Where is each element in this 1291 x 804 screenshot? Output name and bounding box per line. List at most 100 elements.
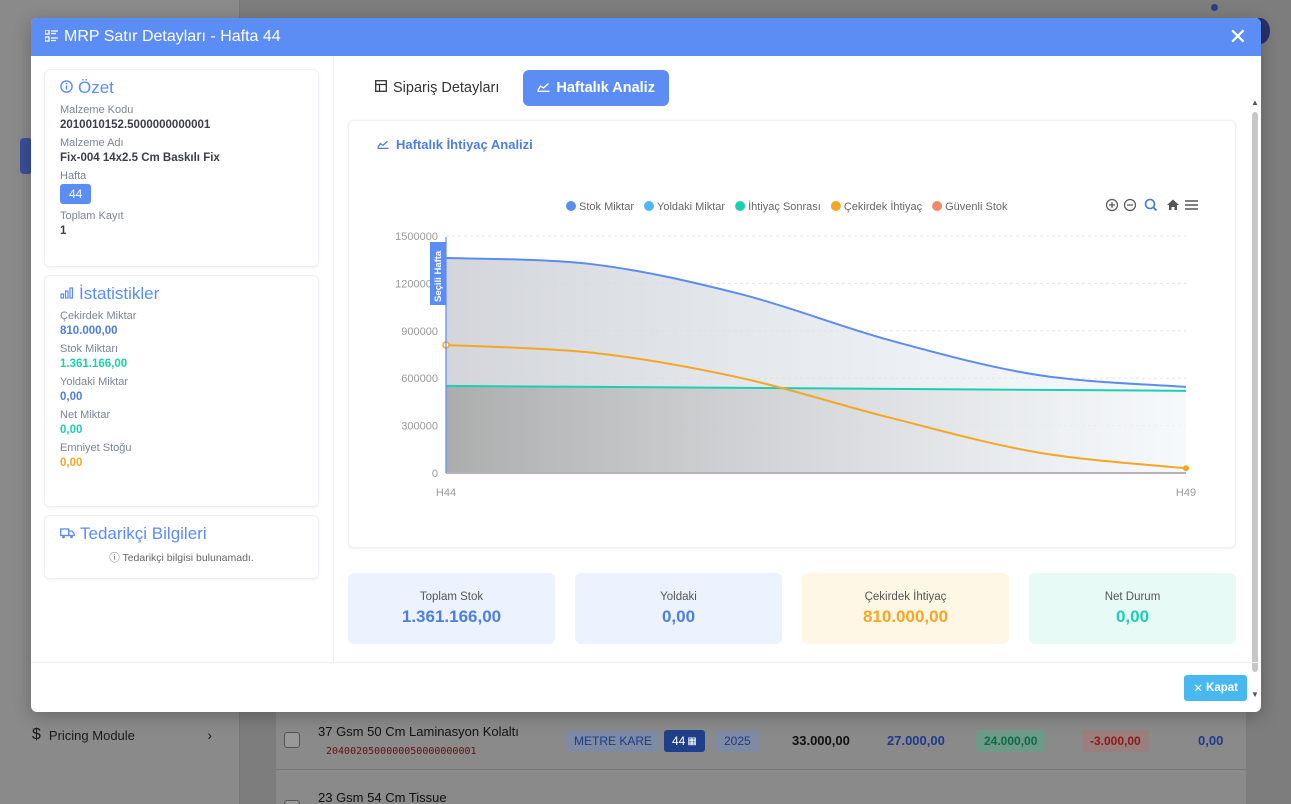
- legend-label: Yoldaki Miktar: [657, 201, 725, 213]
- legend-item[interactable]: Çekirdek İhtiyaç: [830, 200, 923, 213]
- supplier-card: Tedarikçi Bilgileri ⓘ Tedarikçi bilgisi …: [44, 515, 319, 579]
- safety-stock-value: 0,00: [60, 457, 83, 469]
- y-tick-label: 1500000: [395, 231, 438, 243]
- background-table: 37 Gsm 50 Cm Laminasyon Kolaltı 20400205…: [276, 712, 1246, 804]
- tab-weekly-analysis[interactable]: Haftalık Analiz: [523, 70, 669, 106]
- row-checkbox[interactable]: [284, 800, 300, 804]
- material-name-label: Malzeme Adı: [60, 137, 124, 149]
- scroll-up-arrow[interactable]: ▲: [1251, 98, 1259, 107]
- unit-badge: METRE KARE: [566, 730, 661, 752]
- y-tick-label: 0: [432, 468, 438, 480]
- statistics-card: İstatistikler Çekirdek Miktar 810.000,00…: [44, 275, 319, 507]
- home-reset-icon[interactable]: [1167, 199, 1179, 211]
- info-icon: ⓘ: [109, 552, 120, 564]
- material-code-label: Malzeme Kodu: [60, 104, 134, 116]
- legend-item[interactable]: Stok Miktar: [566, 201, 634, 213]
- x-tick-label: H49: [1176, 487, 1196, 499]
- mrp-detail-modal: MRP Satır Detayları - Hafta 44 ✕ Özet Ma…: [31, 18, 1261, 712]
- year-badge: 2025: [716, 730, 759, 752]
- week-badge: 44: [60, 184, 92, 204]
- notification-dot: [1211, 4, 1218, 11]
- scroll-down-arrow[interactable]: ▼: [1251, 690, 1259, 699]
- area-i-htiya-sonras-: [446, 385, 1186, 473]
- info-icon: [60, 80, 73, 96]
- row-value-4: -3.000,00: [1082, 730, 1149, 752]
- supplier-title: Tedarikçi Bilgileri: [60, 524, 303, 544]
- modal-title: MRP Satır Detayları - Hafta 44: [64, 28, 281, 45]
- safety-stock-label: Emniyet Stoğu: [60, 442, 132, 454]
- tab-bar: Sipariş Detayları Haftalık Analiz: [361, 70, 669, 106]
- summary-title: Özet: [60, 78, 303, 98]
- legend-label: Stok Miktar: [579, 201, 634, 213]
- truck-icon: [60, 527, 75, 542]
- table-row: 37 Gsm 50 Cm Laminasyon Kolaltı 20400205…: [276, 712, 1246, 770]
- calendar-icon: ▦: [687, 735, 697, 747]
- total-records-label: Toplam Kayıt: [60, 210, 124, 222]
- stat-card-total-stock: Toplam Stok 1.361.166,00: [348, 573, 555, 644]
- y-tick-label: 1200000: [395, 278, 438, 290]
- dollar-icon: $: [32, 726, 41, 743]
- stat-cards: Toplam Stok 1.361.166,00 Yoldaki 0,00 Çe…: [348, 573, 1236, 644]
- row-checkbox[interactable]: [284, 732, 300, 748]
- close-button[interactable]: ✕ Kapat: [1184, 675, 1247, 701]
- analysis-column: Sipariş Detayları Haftalık Analiz Haftal…: [335, 56, 1251, 662]
- chart-toolbar: [1105, 198, 1198, 212]
- legend-marker: [932, 201, 943, 211]
- zoom-select-icon[interactable]: [1144, 198, 1158, 212]
- bar-chart-icon: [60, 286, 74, 302]
- row-value-1: 33.000,00: [792, 733, 850, 748]
- modal-scrollbar[interactable]: ▲ ▼: [1251, 98, 1259, 700]
- stock-amount-label: Stok Miktarı: [60, 343, 119, 355]
- series-line-i-htiya-sonras-: [445, 384, 1187, 392]
- legend-item[interactable]: Güvenli Stok: [932, 201, 1008, 213]
- tab-order-details[interactable]: Sipariş Detayları: [361, 70, 513, 106]
- y-tick-label: 900000: [401, 326, 438, 338]
- list-details-icon: [44, 28, 58, 45]
- legend-marker: [830, 201, 841, 211]
- row-material-name: 37 Gsm 50 Cm Laminasyon Kolaltı: [318, 724, 519, 739]
- row-material-name: 23 Gsm 54 Cm Tissue: [318, 790, 447, 804]
- zoom-in-icon[interactable]: [1105, 198, 1119, 212]
- net-amount-label: Net Miktar: [60, 409, 111, 421]
- y-tick-label: 300000: [401, 421, 438, 433]
- data-point[interactable]: [1183, 465, 1189, 472]
- table-row: 23 Gsm 54 Cm Tissue: [276, 772, 1246, 804]
- x-tick-label: H44: [436, 487, 456, 499]
- material-code-value: 2010010152.5000000000001: [60, 119, 211, 131]
- info-column: Özet Malzeme Kodu 2010010152.50000000000…: [31, 56, 334, 662]
- legend-item[interactable]: Yoldaki Miktar: [644, 201, 725, 213]
- row-material-code: 2040020500000050000000001: [326, 746, 477, 757]
- row-value-2: 27.000,00: [887, 733, 945, 748]
- legend-item[interactable]: İhtiyaç Sonrası: [735, 200, 821, 213]
- net-amount-value: 0,00: [60, 424, 83, 436]
- weekly-analysis-chart-card: Haftalık İhtiyaç Analizi: [348, 120, 1236, 548]
- week-label: Hafta: [60, 170, 87, 182]
- stat-card-core-need: Çekirdek İhtiyaç 810.000,00: [802, 573, 1009, 644]
- legend-marker: [566, 201, 576, 211]
- stat-card-in-transit: Yoldaki 0,00: [575, 573, 782, 644]
- selected-week-label-bg: [430, 242, 446, 305]
- legend-marker: [735, 201, 746, 211]
- modal-header: MRP Satır Detayları - Hafta 44 ✕: [31, 18, 1261, 56]
- sidebar-item-pricing-module[interactable]: $ Pricing Module ›: [32, 726, 212, 744]
- modal-footer: ✕ Kapat: [31, 662, 1261, 712]
- total-records-value: 1: [60, 225, 67, 237]
- supplier-empty-message: ⓘ Tedarikçi bilgisi bulunamadı.: [109, 552, 254, 564]
- legend-marker: [644, 201, 655, 211]
- legend-label: Çekirdek İhtiyaç: [844, 200, 923, 213]
- stat-card-net-status: Net Durum 0,00: [1029, 573, 1236, 644]
- scrollbar-thumb[interactable]: [1252, 112, 1258, 672]
- sidebar-item-label: Pricing Module: [48, 727, 135, 743]
- zoom-out-icon[interactable]: [1123, 198, 1137, 212]
- row-value-5: 0,00: [1198, 733, 1224, 748]
- close-icon[interactable]: ✕: [1228, 24, 1247, 49]
- y-tick-label: 600000: [401, 373, 438, 385]
- core-amount-value: 810.000,00: [60, 325, 118, 337]
- legend-label: İhtiyaç Sonrası: [748, 200, 821, 213]
- transit-amount-value: 0,00: [60, 391, 83, 403]
- menu-icon[interactable]: [1185, 200, 1198, 210]
- close-icon: ✕: [1193, 683, 1204, 695]
- material-name-value: Fix-004 14x2.5 Cm Baskılı Fix: [60, 152, 220, 164]
- modal-body: Özet Malzeme Kodu 2010010152.50000000000…: [31, 56, 1261, 699]
